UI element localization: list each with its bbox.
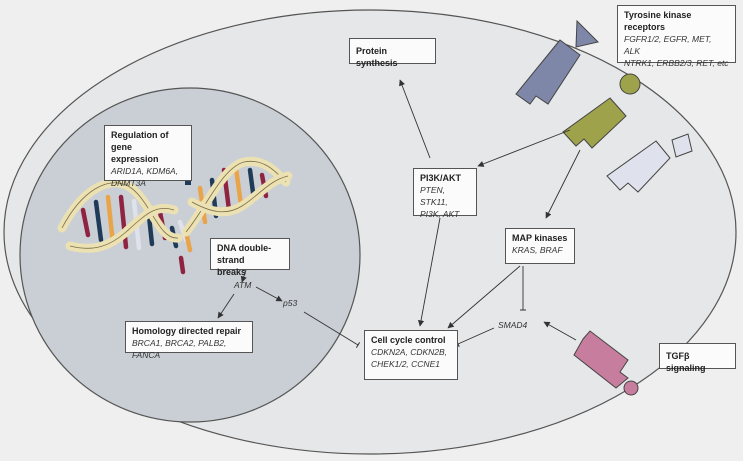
dna-dsb-box: DNA double-strand breaks	[210, 238, 290, 277]
arrow-dsb-to-atm	[240, 269, 247, 283]
regulation-title-1: Regulation of gene	[111, 130, 169, 152]
arrow-tgfb-to-smad4	[543, 321, 577, 341]
homology-repair-title: Homology directed repair	[132, 326, 242, 336]
tgfb-signaling-box: TGFβ signaling	[659, 343, 736, 373]
arrow-atm-to-hdr	[217, 293, 235, 319]
dna-dsb-title-2: breaks	[217, 267, 247, 277]
tyrosine-kinase-title: Tyrosine kinase receptors	[624, 10, 692, 32]
smad4-label: SMAD4	[498, 320, 528, 330]
tyrosine-kinase-box: Tyrosine kinase receptors FGFR1/2, EGFR,…	[617, 5, 736, 68]
tgfb-signaling-label: TGFβ signaling	[666, 351, 706, 373]
map-kinases-genes: KRAS, BRAF	[512, 245, 563, 255]
map-kinases-box: MAP kinases KRAS, BRAF	[505, 228, 575, 264]
arrow-map-to-cellcycle	[447, 265, 521, 329]
regulation-title-2: expression	[111, 154, 159, 164]
regulation-genes-1: ARID1A, KDM6A,	[111, 166, 179, 176]
pi3k-akt-title: PI3K/AKT	[420, 173, 462, 183]
pi3k-akt-box: PI3K/AKT PTEN, STK11, PI3K, AKT	[413, 168, 477, 219]
protein-synthesis-label: Protein synthesis	[356, 46, 398, 68]
dna-helix	[57, 156, 293, 275]
tyrosine-kinase-receptor-olive	[562, 73, 641, 149]
dna-dsb-title-1: DNA double-strand	[217, 243, 272, 265]
cell-cycle-title: Cell cycle control	[371, 335, 446, 345]
cell-cycle-genes-1: CDKN2A, CDKN2B,	[371, 347, 448, 357]
protein-synthesis-box: Protein synthesis	[349, 38, 436, 68]
tyrosine-kinase-receptor-light	[606, 133, 693, 193]
pi3k-akt-genes-2: PI3K, AKT	[420, 209, 460, 219]
regulation-box: Regulation of gene expression ARID1A, KD…	[104, 125, 192, 188]
p53-label: p53	[283, 298, 298, 308]
regulation-genes-2: DNMT3A	[111, 178, 146, 188]
arrow-atm-to-p53	[255, 286, 283, 302]
tgfb-receptor	[573, 330, 639, 396]
atm-label: ATM	[234, 280, 252, 290]
arrow-receptor-to-map	[545, 149, 581, 219]
homology-repair-box: Homology directed repair BRCA1, BRCA2, P…	[125, 321, 253, 360]
cell-cycle-genes-2: CHEK1/2, CCNE1	[371, 359, 440, 369]
tyrosine-kinase-receptor-blue	[515, 19, 599, 105]
arrow-receptor-to-pi3k	[477, 129, 571, 167]
tyrosine-kinase-genes-1: FGFR1/2, EGFR, MET, ALK	[624, 34, 712, 56]
pi3k-akt-genes-1: PTEN, STK11,	[420, 185, 448, 207]
inhibit-smad4-to-cellcycle	[456, 327, 495, 348]
homology-repair-genes: BRCA1, BRCA2, PALB2, FANCA	[132, 338, 227, 360]
arrow-pi3k-to-protein	[399, 79, 431, 159]
arrow-pi3k-to-cellcycle	[417, 217, 441, 327]
cell-cycle-box: Cell cycle control CDKN2A, CDKN2B, CHEK1…	[364, 330, 458, 380]
map-kinases-title: MAP kinases	[512, 233, 568, 243]
tyrosine-kinase-genes-2: NTRK1, ERBB2/3, RET, etc	[624, 58, 729, 68]
inhibit-p53-to-cellcycle	[303, 311, 361, 348]
